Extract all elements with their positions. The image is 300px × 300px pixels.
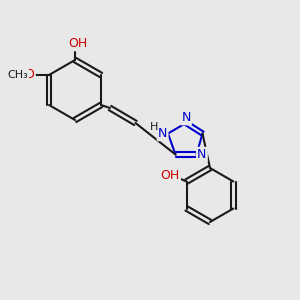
Text: CH₃: CH₃ — [7, 70, 28, 80]
Text: H: H — [150, 122, 159, 133]
Text: O: O — [25, 68, 34, 82]
Text: N: N — [181, 111, 191, 124]
Text: N: N — [158, 127, 167, 140]
Text: OH: OH — [160, 169, 180, 182]
Text: OH: OH — [68, 37, 88, 50]
Text: N: N — [197, 148, 207, 161]
